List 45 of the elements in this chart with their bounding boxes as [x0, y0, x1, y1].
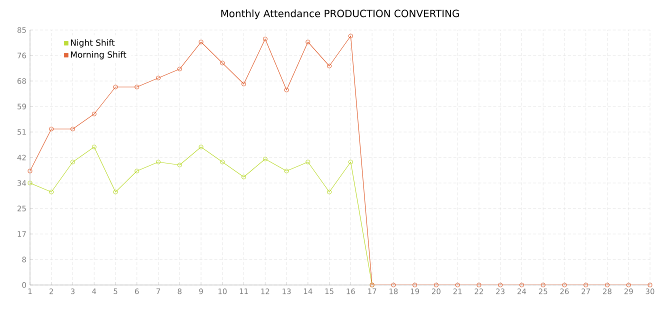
point [476, 282, 482, 288]
point [242, 82, 246, 86]
point [455, 282, 460, 288]
point [177, 66, 182, 72]
point [49, 126, 54, 132]
point [198, 144, 204, 150]
point [412, 282, 418, 288]
point [262, 36, 268, 42]
point [327, 64, 332, 68]
point [242, 174, 246, 180]
point [113, 190, 118, 194]
point [92, 112, 96, 116]
point [134, 168, 140, 174]
point [113, 84, 118, 90]
point [177, 162, 182, 168]
point [284, 88, 289, 92]
point [49, 190, 54, 194]
point [306, 160, 310, 164]
point [348, 34, 353, 38]
point [434, 282, 439, 288]
point [284, 168, 289, 174]
point [540, 282, 546, 288]
point [391, 282, 396, 288]
legend-label: Night Shift [70, 39, 115, 48]
point [584, 282, 588, 288]
point [70, 126, 76, 132]
point [348, 160, 353, 164]
point [70, 160, 76, 164]
chart-title: Monthly Attendance PRODUCTION CONVERTING [221, 10, 459, 20]
point [262, 156, 268, 162]
point [626, 282, 631, 288]
point [92, 144, 96, 150]
point [220, 160, 225, 164]
point [156, 160, 161, 164]
legend-label: Morning Shift [70, 51, 126, 60]
point [198, 40, 204, 44]
point [519, 282, 524, 288]
point [562, 282, 567, 288]
point [498, 282, 503, 288]
point [220, 60, 225, 66]
point [156, 76, 161, 80]
point [134, 84, 140, 90]
point [327, 190, 332, 194]
point [306, 40, 310, 44]
point [604, 282, 610, 288]
